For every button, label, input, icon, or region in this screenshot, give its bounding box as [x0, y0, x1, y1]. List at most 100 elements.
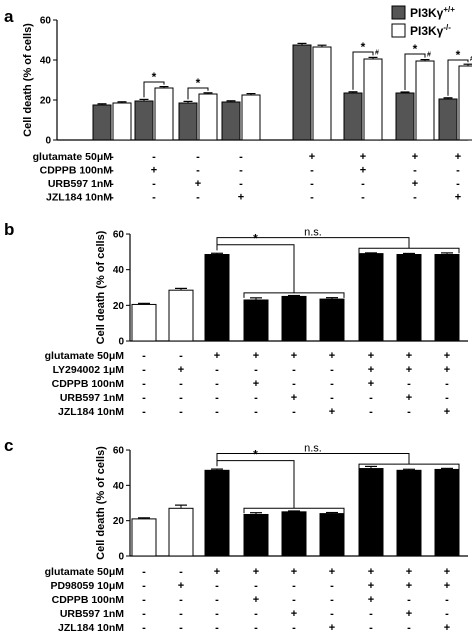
bracket-label: n.s.: [304, 443, 322, 455]
condition-sign: -: [292, 364, 296, 376]
legend-swatch: [391, 5, 406, 20]
significance-hash: #: [470, 56, 472, 63]
condition-label: URB597 1nM: [48, 178, 112, 190]
condition-sign: -: [215, 622, 219, 634]
bar-ko: [363, 58, 383, 141]
condition-sign: +: [214, 566, 220, 578]
condition-sign: +: [291, 608, 297, 620]
bar-wt: [221, 101, 241, 141]
condition-sign: +: [360, 165, 366, 177]
condition-sign: +: [253, 594, 259, 606]
condition-sign: -: [215, 594, 219, 606]
condition-sign: -: [142, 378, 146, 390]
bracket-label: n.s.: [304, 227, 322, 239]
condition-sign: +: [329, 406, 335, 418]
condition-label: glutamate 50μM: [45, 566, 125, 578]
condition-sign: -: [142, 580, 146, 592]
condition-sign: -: [254, 622, 258, 634]
condition-sign: -: [330, 378, 334, 390]
condition-sign: +: [178, 580, 184, 592]
condition-label: URB597 1nM: [60, 392, 124, 404]
legend-swatch: [391, 23, 406, 38]
condition-sign: -: [254, 580, 258, 592]
condition-sign: -: [152, 192, 156, 204]
condition-label: JZL184 10nM: [58, 406, 124, 418]
condition-sign: -: [254, 364, 258, 376]
bar: [243, 513, 269, 557]
bar: [358, 253, 384, 342]
bracket-label: *: [253, 232, 258, 246]
bar-wt: [438, 98, 458, 141]
condition-sign: +: [444, 622, 450, 634]
condition-sign: +: [195, 178, 201, 190]
condition-sign: +: [360, 151, 366, 163]
condition-sign: +: [412, 178, 418, 190]
condition-sign: +: [214, 350, 220, 362]
condition-label: glutamate 50μM: [45, 350, 125, 362]
bar-wt: [292, 44, 312, 141]
condition-sign: +: [368, 350, 374, 362]
condition-label: PD98059 10μM: [50, 580, 124, 592]
condition-sign: -: [310, 178, 314, 190]
legend-entry: PI3Kγ-/-: [410, 23, 451, 38]
condition-sign: +: [291, 350, 297, 362]
group-bracket: [243, 507, 345, 514]
condition-sign: -: [215, 608, 219, 620]
condition-sign: +: [444, 566, 450, 578]
condition-sign: -: [310, 192, 314, 204]
condition-sign: -: [361, 178, 365, 190]
condition-sign: -: [142, 406, 146, 418]
bar: [434, 254, 460, 342]
y-tick-label: 40: [113, 481, 125, 492]
condition-sign: -: [292, 406, 296, 418]
condition-sign: +: [406, 566, 412, 578]
condition-sign: -: [445, 392, 449, 404]
bar: [319, 298, 345, 342]
condition-sign: +: [329, 622, 335, 634]
condition-sign: -: [179, 378, 183, 390]
panel-a: a Cell death (% of cells) 0 20 40 60 * * * # * # * # P…: [4, 5, 472, 204]
condition-sign: -: [142, 392, 146, 404]
bar-wt: [395, 92, 415, 141]
condition-sign: -: [369, 608, 373, 620]
significance-hash: #: [375, 49, 379, 56]
bar-wt: [92, 104, 112, 141]
y-tick-label: 0: [118, 552, 124, 563]
condition-sign: -: [110, 178, 114, 190]
condition-sign: -: [413, 192, 417, 204]
condition-sign: +: [178, 364, 184, 376]
condition-sign: +: [329, 350, 335, 362]
condition-label: URB597 1nM: [60, 608, 124, 620]
significance-star: *: [413, 42, 418, 56]
significance-star: *: [152, 70, 157, 84]
condition-sign: -: [369, 622, 373, 634]
bar: [131, 303, 157, 342]
condition-sign: -: [239, 151, 243, 163]
condition-sign: -: [239, 178, 243, 190]
condition-sign: -: [179, 594, 183, 606]
condition-sign: -: [407, 594, 411, 606]
condition-sign: -: [179, 350, 183, 362]
y-tick-label: 0: [118, 337, 124, 348]
condition-label: glutamate 50μM: [33, 151, 113, 163]
y-tick-label: 40: [113, 265, 125, 276]
bar-wt: [134, 100, 154, 141]
condition-sign: -: [330, 392, 334, 404]
panel-label: b: [4, 220, 14, 239]
significance-star: *: [196, 76, 201, 90]
condition-sign: +: [406, 350, 412, 362]
y-tick-label: 60: [113, 446, 125, 457]
condition-sign: -: [215, 378, 219, 390]
bar: [281, 511, 307, 557]
condition-sign: -: [110, 151, 114, 163]
legend-entry: PI3Kγ+/+: [410, 5, 455, 20]
condition-sign: -: [179, 392, 183, 404]
significance-star: *: [361, 40, 366, 54]
condition-sign: +: [444, 580, 450, 592]
condition-sign: +: [368, 566, 374, 578]
bar: [204, 469, 230, 557]
panel-b: b Cell death (% of cells) 0 20 40 60 * n.s. glut…: [4, 220, 468, 418]
group-bracket: [243, 292, 345, 298]
bar-ko: [458, 65, 472, 141]
group-bracket: [358, 247, 460, 254]
